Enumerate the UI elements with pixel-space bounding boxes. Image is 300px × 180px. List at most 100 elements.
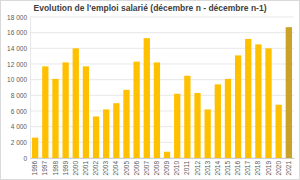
x-tick-label: 2017 (244, 161, 251, 176)
y-tick-label: 10 000 (7, 76, 27, 83)
x-tick: 2004 (112, 158, 119, 175)
y-tick: 4 000 (11, 123, 30, 130)
x-tick: 2001 (82, 158, 89, 175)
bar (133, 62, 139, 158)
title: Evolution de l'emploi salarié (décembre … (34, 3, 267, 13)
x-tick-label: 2014 (214, 161, 221, 176)
bar (52, 79, 58, 158)
x-axis: 19961997 1998199920002001200220032004 2005… (31, 158, 295, 175)
x-tick-label: 2003 (102, 161, 109, 176)
bar (73, 48, 79, 158)
x-tick-label: 2015 (224, 161, 231, 176)
x-tick: 2009 (163, 158, 170, 175)
x-tick-label: 2005 (123, 161, 130, 176)
y-tick-label: 8 000 (11, 92, 28, 99)
grid-line (30, 48, 294, 49)
bar (225, 79, 231, 158)
grid-line (30, 79, 294, 80)
grid-line (30, 64, 294, 65)
plot: 0 2 000 4 000 6 000 8 000 10 000 12 000 14 000 1… (7, 14, 294, 176)
y-tick-label: 12 000 (7, 61, 27, 68)
y-tick: 12 000 (7, 61, 30, 68)
bar (235, 55, 241, 158)
grid-line (30, 95, 294, 96)
x-tick: 2008 (153, 158, 160, 175)
chart-frame (1, 1, 300, 180)
y-tick: 14 000 (7, 45, 30, 52)
x-tick: 2010 (173, 158, 180, 175)
bar (83, 66, 89, 158)
y-tick: 18 000 (7, 14, 30, 21)
y-tick-label: 14 000 (7, 45, 27, 52)
x-tick: 2003 (102, 158, 109, 175)
bar (144, 38, 150, 158)
x-tick-label: 2002 (92, 161, 99, 176)
x-tick: 2005 (123, 158, 130, 175)
x-tick: 2006 (133, 158, 140, 175)
bar (123, 90, 129, 158)
x-tick-label: 2008 (153, 161, 160, 176)
x-tick: 2020 (275, 158, 282, 175)
bar (93, 116, 99, 158)
grid-line (30, 158, 294, 159)
grid-line (30, 126, 294, 127)
x-tick-label: 1997 (41, 161, 48, 176)
bar (286, 27, 292, 158)
x-tick: 1998 (52, 158, 59, 175)
bar (184, 76, 190, 158)
bar (215, 84, 221, 158)
x-tick: 2018 (254, 158, 261, 175)
y-tick-label: 4 000 (11, 123, 28, 130)
y-tick: 10 000 (7, 76, 30, 83)
y-axis: 0 2 000 4 000 6 000 8 000 10 000 12 000 14 000 1… (7, 14, 30, 162)
x-tick: 2012 (194, 158, 201, 175)
x-tick-label: 1996 (31, 161, 38, 176)
x-tick-label: 2013 (204, 161, 211, 176)
bar (62, 62, 68, 158)
grid-line (30, 32, 294, 33)
y-tick-label: 18 000 (7, 14, 27, 21)
x-tick-label: 2021 (285, 161, 292, 176)
y-tick: 2 000 (11, 139, 30, 146)
y-tick: 8 000 (11, 92, 30, 99)
bar (194, 93, 200, 158)
x-tick: 2007 (143, 158, 150, 175)
x-tick: 2017 (244, 158, 251, 175)
bar (245, 39, 251, 158)
x-tick: 2000 (72, 158, 79, 175)
x-tick-label: 1998 (52, 161, 59, 176)
x-tick-label: 2006 (133, 161, 140, 176)
bar (32, 138, 38, 158)
grid (30, 17, 294, 158)
y-tick: 16 000 (7, 29, 30, 36)
bar (205, 109, 211, 158)
x-tick: 1999 (62, 158, 69, 175)
x-tick: 2002 (92, 158, 99, 175)
y-tick: 0 (23, 155, 30, 162)
x-tick: 1997 (41, 158, 48, 175)
x-tick-label: 2019 (265, 161, 272, 176)
y-axis-line (30, 18, 31, 159)
x-tick-label: 2000 (72, 161, 79, 176)
grid-line (30, 17, 294, 18)
y-tick: 6 000 (11, 108, 30, 115)
grid-line (30, 111, 294, 112)
y-tick-label: 16 000 (7, 29, 27, 36)
x-tick-label: 2007 (143, 161, 150, 176)
x-tick-label: 2016 (234, 161, 241, 176)
bar (113, 103, 119, 158)
bar (255, 44, 261, 158)
bar (103, 109, 109, 158)
chart: Evolution de l'emploi salarié (décembre … (0, 0, 300, 180)
x-tick: 2015 (224, 158, 231, 175)
bar (174, 94, 180, 158)
bar (265, 48, 271, 158)
bar (154, 62, 160, 158)
bars (32, 27, 292, 158)
bar (164, 152, 170, 158)
x-tick-label: 2010 (173, 161, 180, 176)
x-tick: 2021 (285, 158, 292, 175)
x-tick-label: 2018 (254, 161, 261, 176)
y-tick-label: 2 000 (11, 139, 28, 146)
y-tick-label: 6 000 (11, 108, 28, 115)
